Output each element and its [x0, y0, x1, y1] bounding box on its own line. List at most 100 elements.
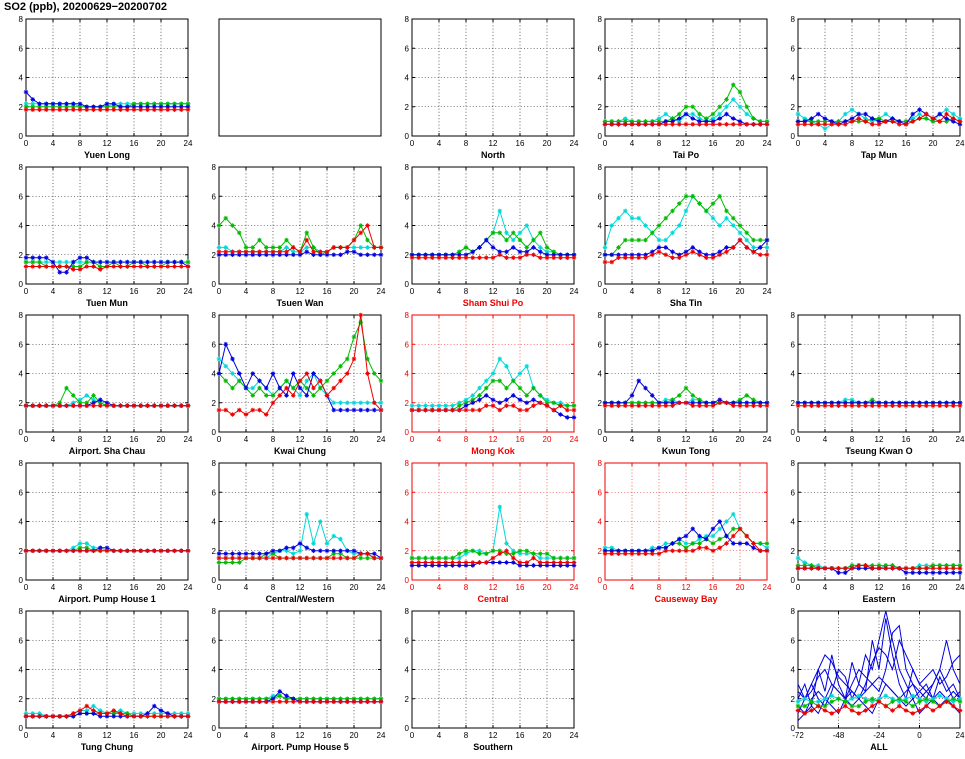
series-markers-red — [216, 312, 384, 417]
subplot-kwai-chung: 0 4 8 12 16 20 24 0 2 4 6 8 Kwai Chung — [193, 310, 386, 458]
y-tick-label: 2 — [598, 399, 603, 408]
x-tick-label: 20 — [736, 287, 745, 296]
subplot-sha-tin: 0 4 8 12 16 20 24 0 2 4 6 8 Sha Tin — [579, 162, 772, 310]
x-tick-label: 0 — [796, 583, 801, 592]
x-tick-label: 12 — [875, 435, 884, 444]
y-tick-label: 2 — [19, 399, 24, 408]
station-title: Central/Western — [266, 594, 335, 604]
subplot-yuen-long: 0 4 8 12 16 20 24 0 2 4 6 8 Yuen Long — [0, 14, 193, 162]
y-tick-label: 8 — [19, 607, 24, 616]
x-tick-label: 4 — [244, 583, 249, 592]
x-tick-label: 0 — [24, 583, 29, 592]
series-markers-blue — [216, 249, 384, 257]
station-title: Sham Shui Po — [463, 298, 524, 308]
y-tick-label: 4 — [791, 370, 796, 379]
x-tick-label: 8 — [78, 731, 83, 740]
y-tick-label: 4 — [19, 518, 24, 527]
x-tick-label: 0 — [217, 287, 222, 296]
x-tick-label: 4 — [823, 583, 828, 592]
x-tick-label: 0 — [24, 731, 29, 740]
subplot-central: 0 4 8 12 16 20 24 0 2 4 6 8 Central — [386, 458, 579, 606]
series-markers-red — [409, 252, 577, 260]
y-tick-label: 4 — [19, 370, 24, 379]
y-tick-label: 2 — [212, 399, 217, 408]
station-title: Kwai Chung — [274, 446, 326, 456]
chart-canvas — [218, 18, 382, 137]
x-tick-label: 24 — [570, 435, 579, 444]
y-tick-label: 6 — [791, 488, 796, 497]
y-tick-label: 6 — [19, 636, 24, 645]
x-tick-label: 12 — [489, 435, 498, 444]
x-tick-label: 16 — [130, 139, 139, 148]
x-tick-label: 24 — [956, 435, 965, 444]
subplot-tseung-kwan-o: 0 4 8 12 16 20 24 0 2 4 6 8 Tseung Kwan O — [772, 310, 965, 458]
x-tick-label: 4 — [51, 435, 56, 444]
y-tick-label: 8 — [791, 15, 796, 24]
y-tick-label: 4 — [405, 370, 410, 379]
x-tick-label: 24 — [570, 731, 579, 740]
x-tick-label: 20 — [929, 583, 938, 592]
y-tick-label: 8 — [598, 311, 603, 320]
x-tick-label: 12 — [296, 435, 305, 444]
series-markers-red — [216, 699, 384, 704]
y-tick-label: 2 — [598, 547, 603, 556]
y-tick-label: 2 — [791, 547, 796, 556]
x-tick-label: 8 — [78, 139, 83, 148]
series-markers-red — [602, 122, 770, 127]
station-title: Tai Po — [673, 150, 700, 160]
y-tick-label: 4 — [212, 666, 217, 675]
x-tick-label: 24 — [184, 139, 193, 148]
x-tick-label: 4 — [437, 139, 442, 148]
x-tick-label: 0 — [796, 139, 801, 148]
y-tick-label: 0 — [405, 576, 410, 585]
y-tick-label: 0 — [405, 724, 410, 733]
y-tick-label: 8 — [405, 15, 410, 24]
y-tick-label: 6 — [212, 488, 217, 497]
y-tick-label: 8 — [598, 163, 603, 172]
x-tick-label: -72 — [792, 731, 804, 740]
x-tick-label: 12 — [682, 139, 691, 148]
subplot-causeway-bay: 0 4 8 12 16 20 24 0 2 4 6 8 Causeway Bay — [579, 458, 772, 606]
x-tick-label: 16 — [902, 583, 911, 592]
x-tick-label: 20 — [350, 287, 359, 296]
x-tick-label: 0 — [410, 139, 415, 148]
x-tick-label: 0 — [24, 435, 29, 444]
x-tick-label: 8 — [464, 731, 469, 740]
x-tick-label: 8 — [850, 139, 855, 148]
station-title: Tuen Mun — [86, 298, 128, 308]
y-tick-label: 0 — [212, 576, 217, 585]
y-tick-label: 6 — [405, 488, 410, 497]
subplot-airport-pump-house-1: 0 4 8 12 16 20 24 0 2 4 6 8 Airport. Pump House 1 — [0, 458, 193, 606]
y-tick-label: 6 — [212, 192, 217, 201]
x-tick-label: 0 — [410, 435, 415, 444]
x-tick-label: 12 — [103, 731, 112, 740]
series-markers-red — [23, 403, 191, 408]
series-markers-red — [795, 111, 963, 127]
series-markers-green — [409, 548, 577, 561]
x-tick-label: 16 — [902, 139, 911, 148]
x-tick-label: 20 — [157, 583, 166, 592]
y-tick-label: 0 — [791, 724, 796, 733]
x-tick-label: 12 — [296, 287, 305, 296]
y-tick-label: 0 — [598, 576, 603, 585]
x-tick-label: 4 — [437, 731, 442, 740]
series-line-blue — [797, 618, 961, 707]
x-tick-label: 20 — [543, 435, 552, 444]
x-tick-label: 0 — [410, 583, 415, 592]
x-tick-label: 8 — [850, 435, 855, 444]
x-tick-label: 8 — [464, 435, 469, 444]
x-tick-label: 12 — [103, 287, 112, 296]
y-tick-label: 6 — [212, 636, 217, 645]
y-tick-label: 6 — [405, 192, 410, 201]
subplot-tsuen-wan: 0 4 8 12 16 20 24 0 2 4 6 8 Tsuen Wan — [193, 162, 386, 310]
station-title: Central — [477, 594, 508, 604]
station-title: Airport. Sha Chau — [69, 446, 146, 456]
y-tick-label: 0 — [791, 576, 796, 585]
x-tick-label: 12 — [103, 435, 112, 444]
y-tick-label: 0 — [212, 428, 217, 437]
x-tick-label: 0 — [24, 139, 29, 148]
